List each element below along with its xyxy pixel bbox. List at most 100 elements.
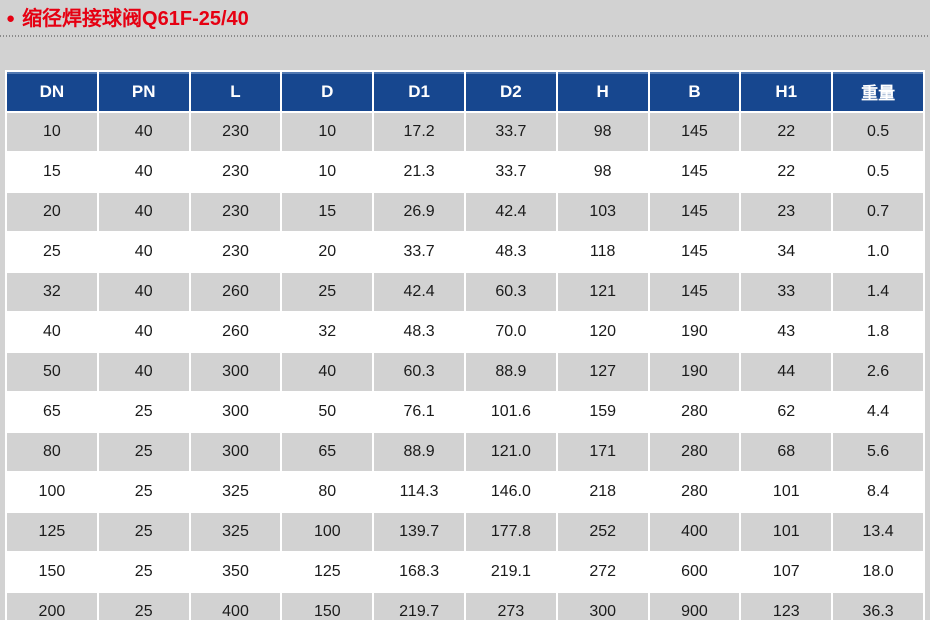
table-row: 125 25 325 100 139.7 177.8 252 400 101 13.4 [5,511,925,553]
table-cell: 98 [555,151,650,193]
table-cell: 272 [555,551,650,593]
table-cell: 40 [96,231,191,273]
table-cell: 200 [5,591,99,620]
table-cell: 177.8 [463,511,558,553]
table-cell: 190 [647,311,742,353]
table-cell: 10 [280,151,375,193]
table-cell: 21.3 [372,151,466,193]
table-cell: 62 [739,391,834,433]
table-cell: 48.3 [372,311,466,353]
table-cell: 260 [188,311,283,353]
column-header: D [280,70,375,113]
table-cell: 25 [5,231,99,273]
table-cell: 50 [5,351,99,393]
table-cell: 300 [188,351,283,393]
table-cell: 273 [463,591,558,620]
table-cell: 98 [555,111,650,153]
table-cell: 13.4 [831,511,925,553]
table-cell: 32 [5,271,99,313]
table-cell: 4.4 [831,391,925,433]
table-cell: 18.0 [831,551,925,593]
table-cell: 40 [5,311,99,353]
table-row: 80 25 300 65 88.9 121.0 171 280 68 5.6 [5,431,925,473]
table-cell: 101 [739,511,834,553]
bullet-icon: ● [6,10,16,27]
table-cell: 10 [280,111,375,153]
table-row: 15 40 230 10 21.3 33.7 98 145 22 0.5 [5,151,925,193]
table-cell: 20 [5,191,99,233]
table-cell: 171 [555,431,650,473]
column-header: DN [5,70,99,113]
table-cell: 48.3 [463,231,558,273]
table-cell: 101.6 [463,391,558,433]
table-cell: 121.0 [463,431,558,473]
table-cell: 40 [96,271,191,313]
page-title-text: 缩径焊接球阀Q61F-25/40 [22,8,249,30]
table-cell: 103 [555,191,650,233]
table-cell: 219.7 [372,591,466,620]
table-cell: 127 [555,351,650,393]
table-cell: 400 [647,511,742,553]
table-cell: 23 [739,191,834,233]
dotted-divider [0,35,930,37]
table-header-row: DN PN L D D1 D2 H B H1 重量 [5,70,925,113]
table-cell: 125 [5,511,99,553]
table-cell: 25 [96,511,191,553]
table-cell: 260 [188,271,283,313]
table-cell: 33.7 [463,151,558,193]
table-cell: 68 [739,431,834,473]
table-cell: 33.7 [463,111,558,153]
table-cell: 100 [280,511,375,553]
table-cell: 600 [647,551,742,593]
table-cell: 17.2 [372,111,466,153]
column-header: PN [96,70,191,113]
table-cell: 0.7 [831,191,925,233]
table-row: 100 25 325 80 114.3 146.0 218 280 101 8.4 [5,471,925,513]
table-cell: 40 [96,311,191,353]
table-cell: 25 [96,471,191,513]
table-cell: 8.4 [831,471,925,513]
table-cell: 65 [280,431,375,473]
table-cell: 33 [739,271,834,313]
table-cell: 145 [647,151,742,193]
table-cell: 43 [739,311,834,353]
table-cell: 190 [647,351,742,393]
table-cell: 34 [739,231,834,273]
table-cell: 32 [280,311,375,353]
table-cell: 145 [647,191,742,233]
page-title: ● 缩径焊接球阀Q61F-25/40 [0,0,930,31]
table-cell: 300 [188,391,283,433]
table-cell: 0.5 [831,111,925,153]
table-cell: 101 [739,471,834,513]
table-cell: 10 [5,111,99,153]
table-cell: 2.6 [831,351,925,393]
table-cell: 123 [739,591,834,620]
table-cell: 125 [280,551,375,593]
table-cell: 1.0 [831,231,925,273]
table-cell: 280 [647,391,742,433]
table-cell: 280 [647,471,742,513]
table-cell: 40 [96,191,191,233]
table-cell: 40 [280,351,375,393]
table-cell: 42.4 [463,191,558,233]
spec-table: DN PN L D D1 D2 H B H1 重量 10 40 230 10 17.2 33.7 98 145 2… [5,70,925,620]
table-cell: 26.9 [372,191,466,233]
column-header: H1 [739,70,834,113]
spec-table-body: 10 40 230 10 17.2 33.7 98 145 22 0.5 15 40 230 10 21.3… [5,111,925,620]
table-cell: 50 [280,391,375,433]
table-cell: 25 [96,591,191,620]
table-cell: 1.4 [831,271,925,313]
table-cell: 218 [555,471,650,513]
table-cell: 145 [647,111,742,153]
table-cell: 900 [647,591,742,620]
table-cell: 118 [555,231,650,273]
table-cell: 80 [5,431,99,473]
table-cell: 146.0 [463,471,558,513]
table-row: 10 40 230 10 17.2 33.7 98 145 22 0.5 [5,111,925,153]
table-cell: 1.8 [831,311,925,353]
table-cell: 88.9 [372,431,466,473]
table-cell: 219.1 [463,551,558,593]
column-header: D1 [372,70,466,113]
table-row: 65 25 300 50 76.1 101.6 159 280 62 4.4 [5,391,925,433]
table-cell: 0.5 [831,151,925,193]
